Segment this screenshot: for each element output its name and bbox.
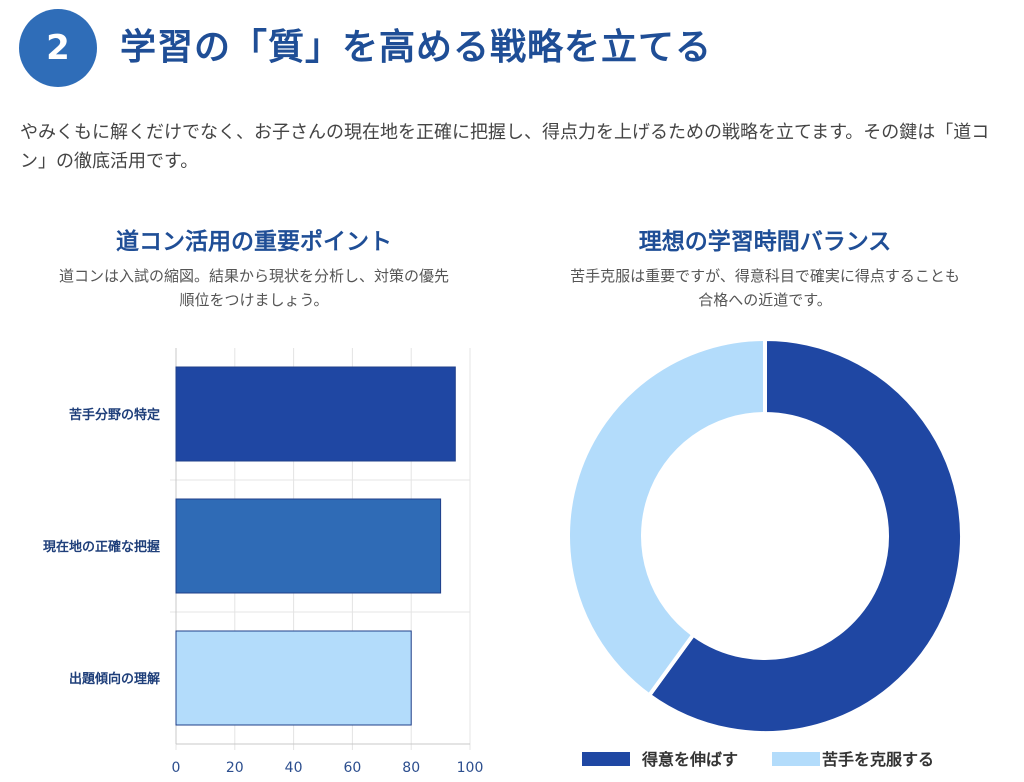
bar-chart-subtitle-line2: 順位をつけましょう。 bbox=[179, 291, 329, 309]
section-number-badge: 2 bbox=[19, 9, 97, 87]
x-tick-label: 40 bbox=[285, 760, 303, 776]
section-number: 2 bbox=[46, 28, 70, 68]
donut-chart: 得意を伸ばす 苦手を克服する bbox=[566, 336, 964, 769]
donut-chart-subtitle-line1: 苦手克服は重要ですが、得意科目で確実に得点することも bbox=[570, 267, 960, 285]
x-tick-label: 0 bbox=[172, 760, 181, 776]
legend-label: 苦手を克服する bbox=[822, 750, 934, 769]
donut-chart-title: 理想の学習時間バランス bbox=[638, 229, 892, 255]
donut-chart-subtitle-line2: 合格への近道です。 bbox=[698, 291, 832, 309]
bar-chart-title: 道コン活用の重要ポイント bbox=[116, 229, 392, 255]
bar-chart-subtitle-line1: 道コンは入試の縮図。結果から現状を分析し、対策の優先 bbox=[58, 267, 449, 285]
bar bbox=[175, 498, 442, 594]
x-tick-label: 100 bbox=[457, 760, 484, 776]
donut-chart-subtitle: 苦手克服は重要ですが、得意科目で確実に得点することも 合格への近道です。 bbox=[530, 264, 1000, 312]
bar bbox=[175, 366, 456, 462]
legend-swatch bbox=[582, 752, 630, 766]
bar bbox=[175, 630, 412, 726]
x-tick-label: 80 bbox=[402, 760, 420, 776]
y-category-label: 苦手分野の特定 bbox=[69, 407, 160, 423]
legend-label: 得意を伸ばす bbox=[641, 750, 738, 769]
x-tick-label: 20 bbox=[226, 760, 244, 776]
donut-slice bbox=[566, 336, 767, 699]
x-tick-label: 60 bbox=[343, 760, 361, 776]
y-category-label: 現在地の正確な把握 bbox=[43, 539, 160, 555]
bar-chart-subtitle: 道コンは入試の縮図。結果から現状を分析し、対策の優先 順位をつけましょう。 bbox=[20, 264, 488, 312]
y-category-label: 出題傾向の理解 bbox=[69, 671, 160, 687]
intro-text: やみくもに解くだけでなく、お子さんの現在地を正確に把握し、得点力を上げるための戦… bbox=[20, 122, 990, 172]
legend-swatch bbox=[772, 752, 820, 766]
page-title: 学習の「質」を高める戦略を立てる bbox=[120, 27, 713, 68]
donut-slice bbox=[646, 336, 964, 735]
